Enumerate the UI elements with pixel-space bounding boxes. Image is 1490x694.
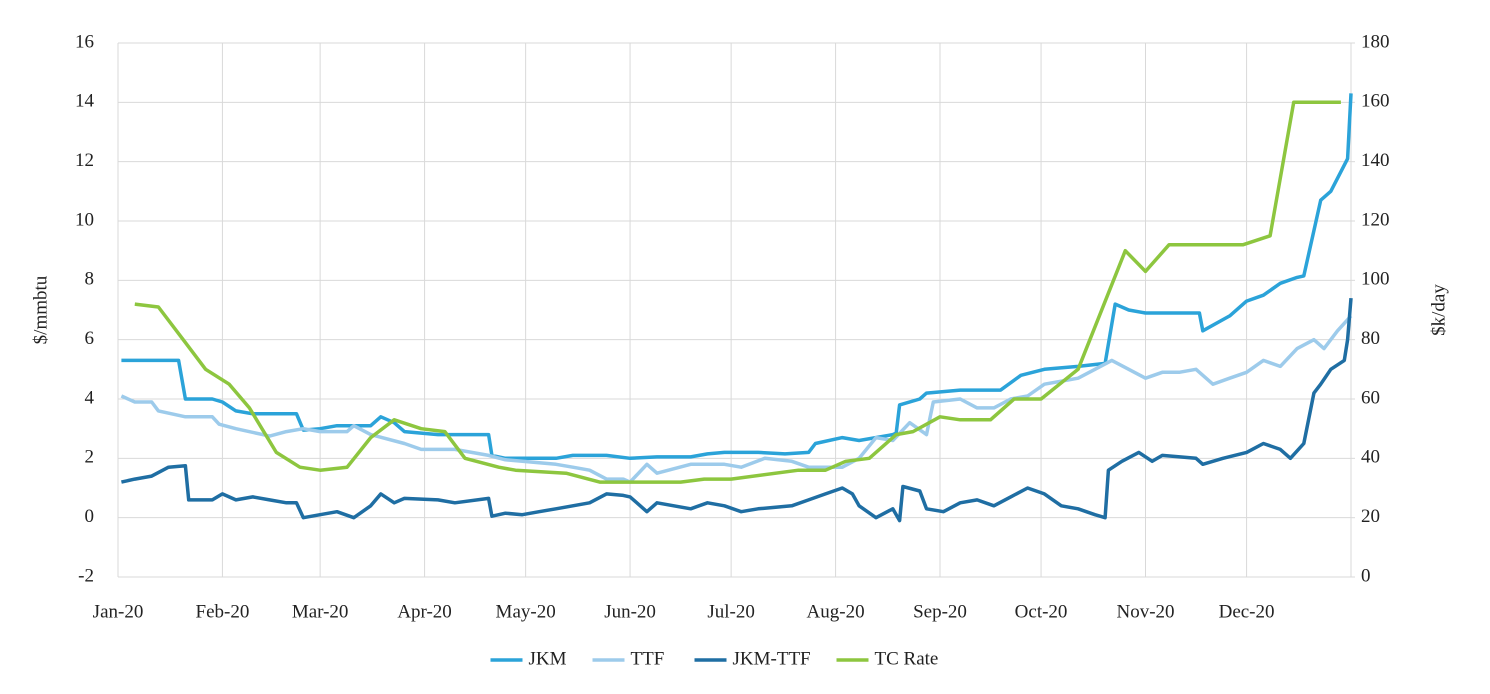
y-tick-label: 16 [75, 31, 94, 52]
y2-tick-label: 120 [1361, 209, 1390, 230]
x-tick-label: Sep-20 [913, 601, 967, 622]
x-tick-label: Jun-20 [604, 601, 656, 622]
y-tick-label: 2 [85, 447, 95, 468]
y2-tick-label: 180 [1361, 31, 1390, 52]
x-tick-label: Apr-20 [397, 601, 452, 622]
x-tick-label: Jan-20 [93, 601, 144, 622]
x-tick-label: Mar-20 [292, 601, 349, 622]
y2-tick-label: 80 [1361, 328, 1380, 349]
x-tick-label: Aug-20 [807, 601, 865, 622]
legend-label: JKM-TTF [733, 648, 811, 669]
y2-tick-label: 40 [1361, 447, 1380, 468]
x-tick-label: Dec-20 [1219, 601, 1275, 622]
y2-tick-label: 0 [1361, 565, 1371, 586]
y2-tick-label: 60 [1361, 387, 1380, 408]
y-tick-label: 10 [75, 209, 94, 230]
legend-label: TTF [631, 648, 665, 669]
y2-tick-label: 100 [1361, 269, 1390, 290]
legend-label: JKM [529, 648, 567, 669]
x-tick-label: Nov-20 [1116, 601, 1174, 622]
y-tick-label: -2 [78, 565, 94, 586]
legend-label: TC Rate [875, 648, 939, 669]
x-tick-label: Oct-20 [1015, 601, 1068, 622]
series-line [121, 93, 1353, 461]
y2-axis-title: $k/day [1428, 284, 1449, 336]
y2-tick-label: 160 [1361, 91, 1390, 112]
y-tick-label: 6 [85, 328, 95, 349]
y2-tick-label: 140 [1361, 150, 1390, 171]
y2-tick-label: 20 [1361, 506, 1380, 527]
series-line [134, 100, 1341, 484]
y-axis-title: $/mmbtu [30, 275, 51, 344]
series-line [121, 297, 1353, 523]
y-tick-label: 8 [85, 269, 95, 290]
series-line [120, 314, 1353, 484]
x-tick-label: Feb-20 [196, 601, 250, 622]
x-tick-label: May-20 [496, 601, 556, 622]
y-tick-label: 12 [75, 150, 94, 171]
y-tick-label: 0 [85, 506, 95, 527]
x-tick-label: Jul-20 [707, 601, 755, 622]
y-tick-label: 14 [75, 91, 95, 112]
y-tick-label: 4 [85, 387, 95, 408]
